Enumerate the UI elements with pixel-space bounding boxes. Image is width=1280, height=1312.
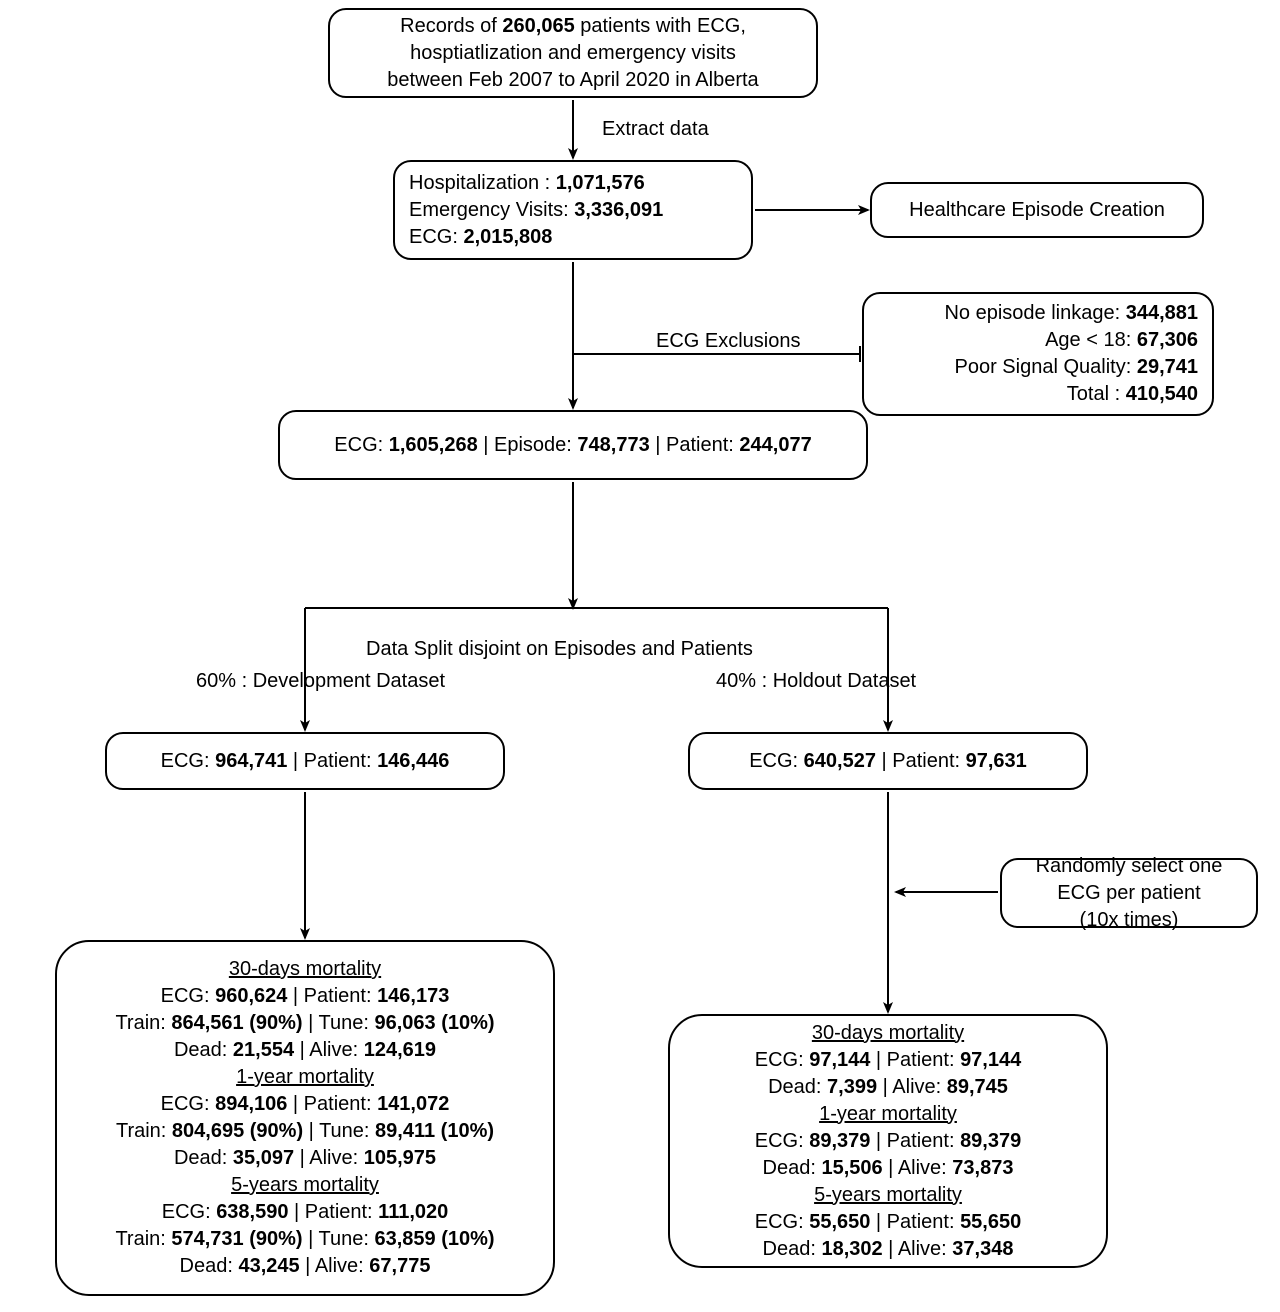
node-hosp: Hospitalization : 1,071,576Emergency Vis…: [393, 160, 753, 260]
node-top: Records of 260,065 patients with ECG,hos…: [328, 8, 818, 98]
label-extract: Extract data: [602, 118, 709, 141]
node-excl: No episode linkage: 344,881Age < 18: 67,…: [862, 292, 1214, 416]
node-devout: 30-days mortalityECG: 960,624 | Patient:…: [55, 940, 555, 1296]
label-ecg_excl: ECG Exclusions: [656, 330, 801, 353]
node-hec: Healthcare Episode Creation: [870, 182, 1204, 238]
node-hold: ECG: 640,527 | Patient: 97,631: [688, 732, 1088, 790]
node-rand: Randomly select oneECG per patient(10x t…: [1000, 858, 1258, 928]
label-split_hold: 40% : Holdout Dataset: [716, 670, 916, 693]
flowchart-canvas: Records of 260,065 patients with ECG,hos…: [0, 0, 1280, 1312]
node-filtered: ECG: 1,605,268 | Episode: 748,773 | Pati…: [278, 410, 868, 480]
node-dev: ECG: 964,741 | Patient: 146,446: [105, 732, 505, 790]
label-split_title: Data Split disjoint on Episodes and Pati…: [366, 638, 753, 661]
node-holdout: 30-days mortalityECG: 97,144 | Patient: …: [668, 1014, 1108, 1268]
label-split_dev: 60% : Development Dataset: [196, 670, 445, 693]
